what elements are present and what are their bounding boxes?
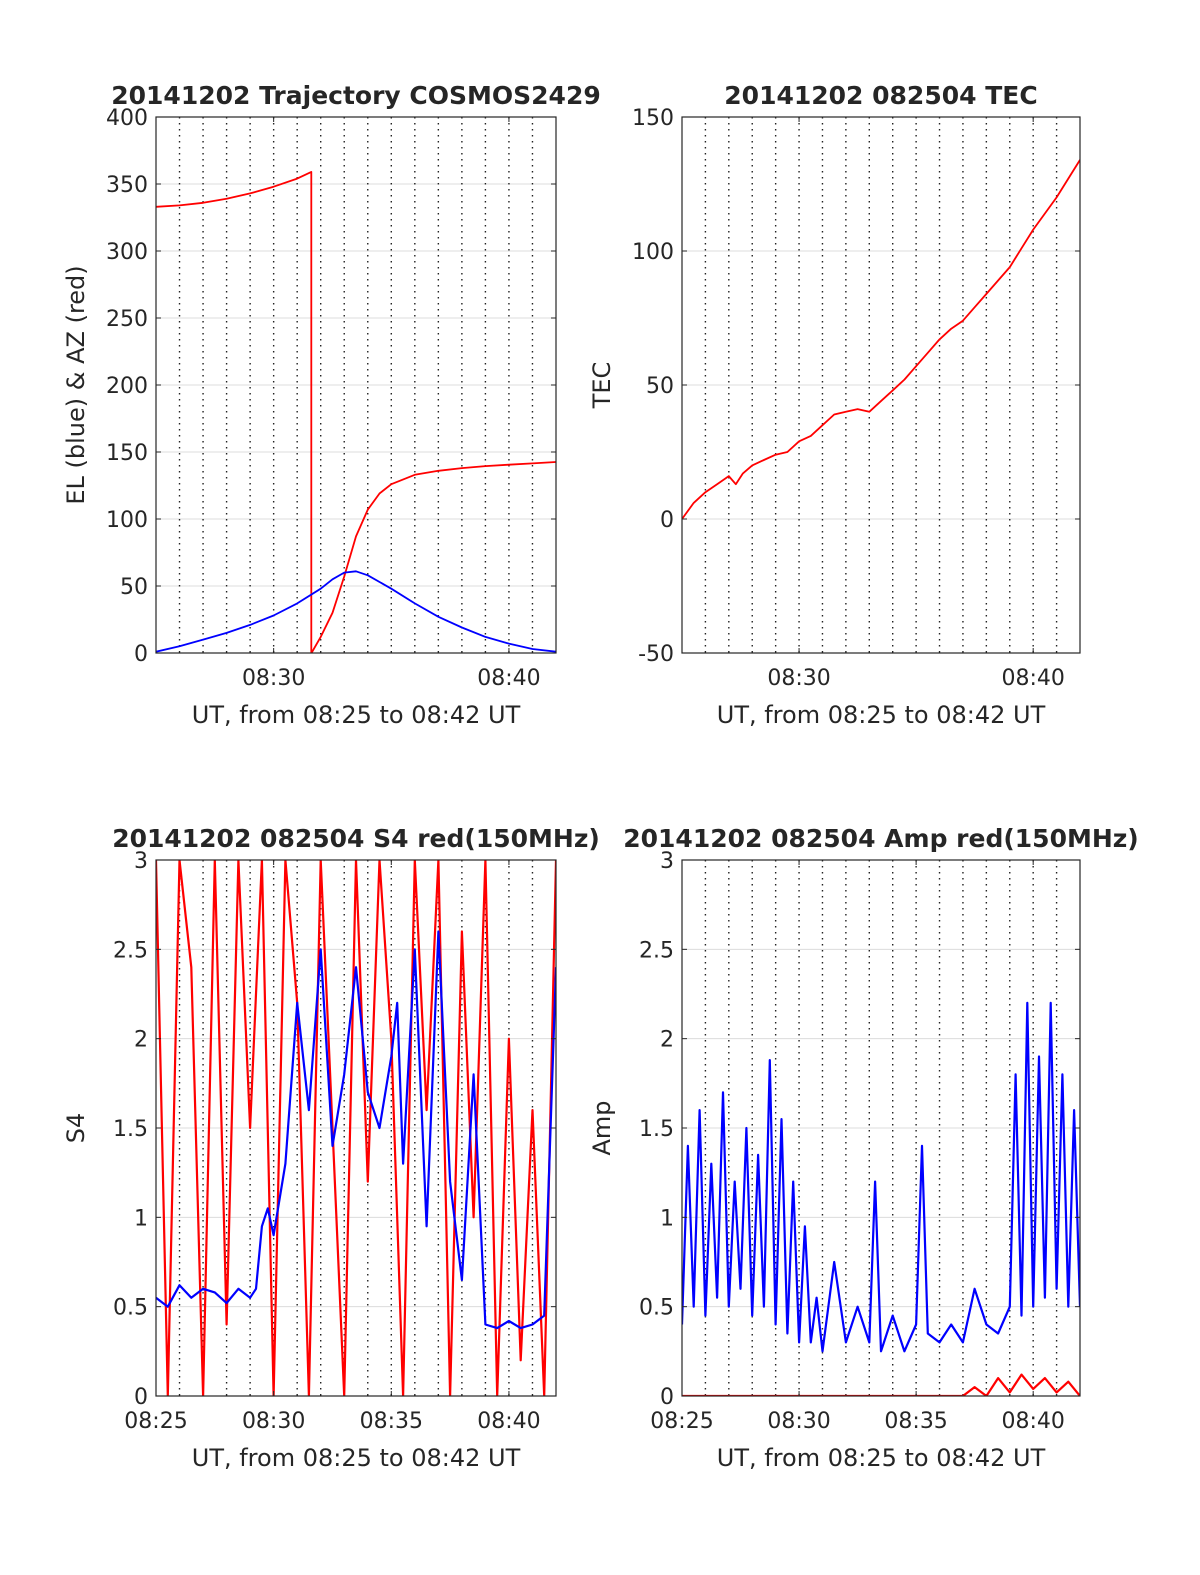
- y-tick-label: 150: [632, 106, 674, 131]
- y-tick-label: 1: [660, 1206, 674, 1231]
- x-tick-label: 08:30: [242, 1409, 305, 1434]
- y-axis-label: S4: [62, 1113, 90, 1144]
- x-axis-label: UT, from 08:25 to 08:42 UT: [192, 701, 521, 729]
- x-axis-label: UT, from 08:25 to 08:42 UT: [192, 1444, 521, 1472]
- y-tick-label: 0.5: [113, 1296, 148, 1321]
- y-tick-label: 50: [120, 575, 148, 600]
- y-tick-label: 1.5: [113, 1117, 148, 1142]
- series-line-1: [682, 159, 1080, 520]
- y-tick-label: 0: [660, 508, 674, 533]
- y-tick-label: 350: [106, 173, 148, 198]
- y-tick-label: 100: [106, 508, 148, 533]
- y-tick-label: 0: [134, 1385, 148, 1410]
- y-tick-label: 3: [134, 849, 148, 874]
- subplot-4: 0 0.5 1 1.5 2 2.5 3 08:25 08:30 08:35 08:40 2014120…: [588, 824, 1139, 1472]
- series-line-2: [156, 570, 556, 653]
- y-tick-label: 3: [660, 849, 674, 874]
- y-tick-label: 250: [106, 307, 148, 332]
- x-tick-label: 08:40: [1001, 666, 1064, 691]
- y-tick-label: 200: [106, 374, 148, 399]
- series-line-2: [682, 1001, 1080, 1353]
- chart-title: 20141202 082504 TEC: [724, 81, 1037, 110]
- series-line-1: [156, 170, 556, 653]
- y-tick-label: 2: [134, 1028, 148, 1053]
- y-axis-label: TEC: [588, 362, 616, 410]
- x-tick-label: 08:35: [360, 1409, 423, 1434]
- x-tick-label: 08:25: [124, 1409, 187, 1434]
- x-tick-label: 08:35: [884, 1409, 947, 1434]
- x-tick-label: 08:25: [650, 1409, 713, 1434]
- y-tick-label: 300: [106, 240, 148, 265]
- y-tick-label: 1: [134, 1206, 148, 1231]
- x-tick-label: 08:30: [767, 666, 830, 691]
- x-tick-label: 08:40: [477, 666, 540, 691]
- subplot-1: 0 50 100 150 200 250 300 350 400 08:30 08:40 201412…: [62, 81, 601, 729]
- chart-title: 20141202 082504 Amp red(150MHz): [623, 824, 1139, 853]
- y-tick-label: 0: [134, 642, 148, 667]
- y-tick-label: 100: [632, 240, 674, 265]
- subplot-2: -50 0 50 100 150 08:30 08:40 20141202 082504 TE…: [588, 81, 1081, 729]
- y-tick-label: 1.5: [639, 1117, 674, 1142]
- y-tick-label: 150: [106, 441, 148, 466]
- y-tick-label: 0: [660, 1385, 674, 1410]
- x-axis-label: UT, from 08:25 to 08:42 UT: [717, 701, 1046, 729]
- series-line-2: [156, 930, 556, 1330]
- y-tick-label: 400: [106, 106, 148, 131]
- y-axis-label: Amp: [588, 1100, 616, 1155]
- y-tick-label: 0.5: [639, 1296, 674, 1321]
- y-tick-label: 2.5: [113, 938, 148, 963]
- x-tick-label: 08:30: [242, 666, 305, 691]
- y-axis-label: EL (blue) & AZ (red): [62, 265, 90, 504]
- y-tick-label: 50: [646, 374, 674, 399]
- chart-title: 20141202 082504 S4 red(150MHz): [112, 824, 600, 853]
- x-tick-label: 08:40: [1001, 1409, 1064, 1434]
- y-tick-label: -50: [638, 642, 674, 667]
- x-axis-label: UT, from 08:25 to 08:42 UT: [717, 1444, 1046, 1472]
- x-tick-label: 08:30: [767, 1409, 830, 1434]
- y-tick-label: 2: [660, 1028, 674, 1053]
- chart-title: 20141202 Trajectory COSMOS2429: [111, 81, 601, 110]
- series-line-1: [682, 1373, 1080, 1396]
- x-tick-label: 08:40: [477, 1409, 540, 1434]
- series-line-1: [156, 860, 556, 1396]
- y-tick-label: 2.5: [639, 938, 674, 963]
- subplot-3: 0 0.5 1 1.5 2 2.5 3 08:25 08:30 08:35 08:40 2014120…: [62, 824, 600, 1472]
